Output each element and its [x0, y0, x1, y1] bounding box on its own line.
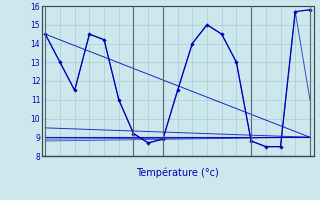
X-axis label: Température (°c): Température (°c): [136, 167, 219, 178]
